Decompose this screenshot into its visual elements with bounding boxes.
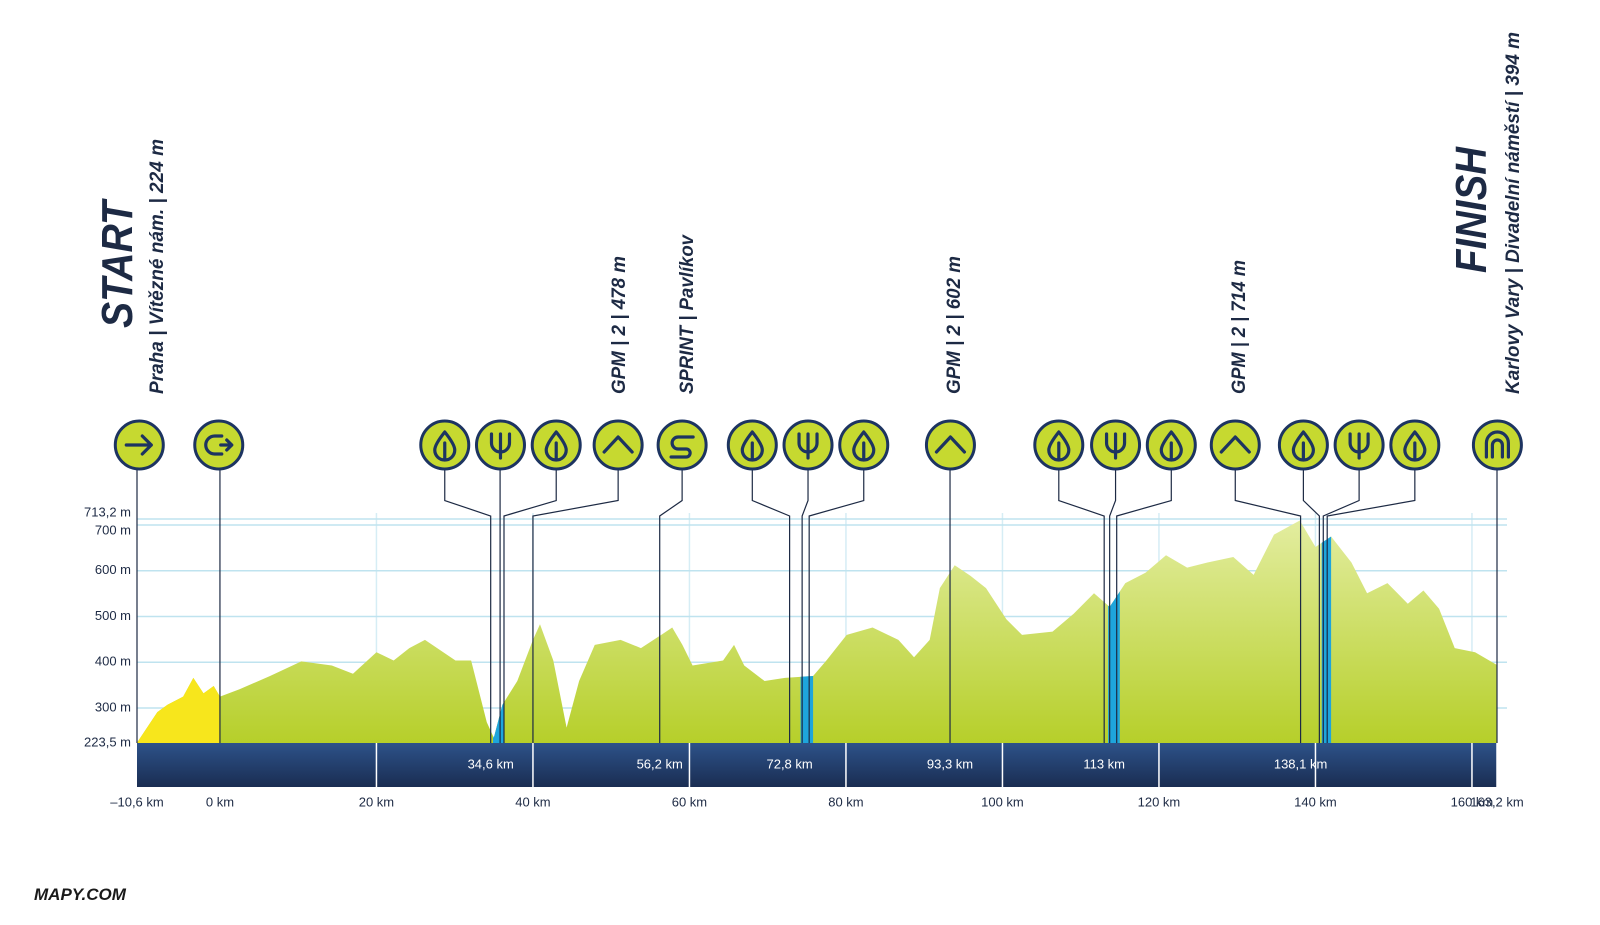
marker-icon [592, 419, 644, 471]
marker-glyph [1159, 430, 1183, 462]
marker-line [1326, 469, 1416, 743]
climb-segment [800, 675, 814, 743]
marker-glyph [1219, 435, 1251, 454]
x-tick-label: –10,6 km [110, 794, 163, 809]
band-label: 113 km [1083, 756, 1125, 771]
marker-glyph [204, 434, 234, 456]
x-tick-label: 100 km [981, 794, 1024, 809]
marker-glyph [433, 430, 457, 462]
marker-line [532, 469, 619, 743]
x-tick-label: 140 km [1294, 794, 1337, 809]
marker-glyph [489, 432, 512, 460]
finish-place: Karlovy Vary | Divadelní náměstí | 394 m [1503, 32, 1524, 394]
marker-line [1109, 469, 1117, 743]
marker-line [503, 469, 557, 743]
marker-line [1058, 469, 1105, 743]
x-tick-label: 0 km [206, 794, 234, 809]
marker-line [1234, 469, 1302, 743]
marker-line [808, 469, 865, 743]
x-tick-label: 163,2 km [1470, 794, 1523, 809]
marker-glyph [740, 430, 764, 462]
marker-glyph [1348, 432, 1370, 460]
marker-glyph [934, 435, 967, 454]
marker-icon [1209, 419, 1261, 471]
x-tick-label: 80 km [828, 794, 863, 809]
band-label: 138,1 km [1274, 756, 1327, 771]
marker-line [659, 469, 683, 743]
start-title: START [93, 198, 142, 328]
band-label: 72,8 km [766, 756, 812, 771]
marker-icon [1471, 419, 1523, 471]
distance-band [137, 743, 1497, 787]
marker-line [801, 469, 809, 743]
marker-line [444, 469, 492, 743]
marker-line [1116, 469, 1172, 743]
y-tick-label: 700 m [95, 522, 131, 537]
marker-icon [924, 419, 976, 471]
marker-glyph [797, 432, 819, 460]
x-tick-label: 40 km [515, 794, 550, 809]
y-tick-label: 400 m [95, 654, 131, 669]
x-tick-label: 120 km [1138, 794, 1181, 809]
finish-title: FINISH [1447, 146, 1496, 273]
start-place: Praha | Vítězné nám. | 224 m [147, 139, 168, 394]
y-tick-label: 223,5 m [84, 734, 131, 749]
marker-glyph [1104, 432, 1127, 460]
marker-glyph [1403, 430, 1427, 462]
climb-segment [1321, 536, 1332, 743]
x-tick-label: 60 km [672, 794, 707, 809]
marker-glyph [124, 434, 153, 456]
point-label: GPM | 2 | 478 m [609, 256, 630, 394]
marker-glyph [544, 430, 568, 462]
band-label: 56,2 km [637, 756, 683, 771]
marker-glyph [669, 435, 695, 459]
marker-line [1302, 469, 1320, 743]
elevation-area [137, 520, 1497, 743]
marker-glyph [852, 430, 876, 462]
neutral-segment [137, 677, 220, 743]
y-tick-label: 300 m [95, 699, 131, 714]
brand-logo: MAPY.COM [34, 885, 127, 904]
marker-glyph [1484, 430, 1511, 459]
y-tick-label: 713,2 m [84, 504, 131, 519]
marker-icon [193, 419, 245, 471]
marker-line [751, 469, 791, 743]
x-tick-label: 160 km [1451, 794, 1494, 809]
point-label: SPRINT | Pavlíkov [677, 234, 698, 394]
marker-line [1322, 469, 1360, 743]
marker-glyph [1291, 430, 1315, 462]
marker-glyph [602, 435, 634, 454]
band-label: 34,6 km [468, 756, 514, 771]
marker-glyph [1047, 430, 1071, 462]
marker-icon [656, 419, 708, 471]
point-label: GPM | 2 | 602 m [944, 256, 965, 394]
point-label: GPM | 2 | 714 m [1229, 260, 1250, 394]
y-tick-label: 500 m [95, 608, 131, 623]
y-tick-label: 600 m [95, 562, 131, 577]
x-tick-label: 20 km [359, 794, 394, 809]
climb-segment [493, 702, 504, 743]
band-label: 93,3 km [927, 756, 973, 771]
